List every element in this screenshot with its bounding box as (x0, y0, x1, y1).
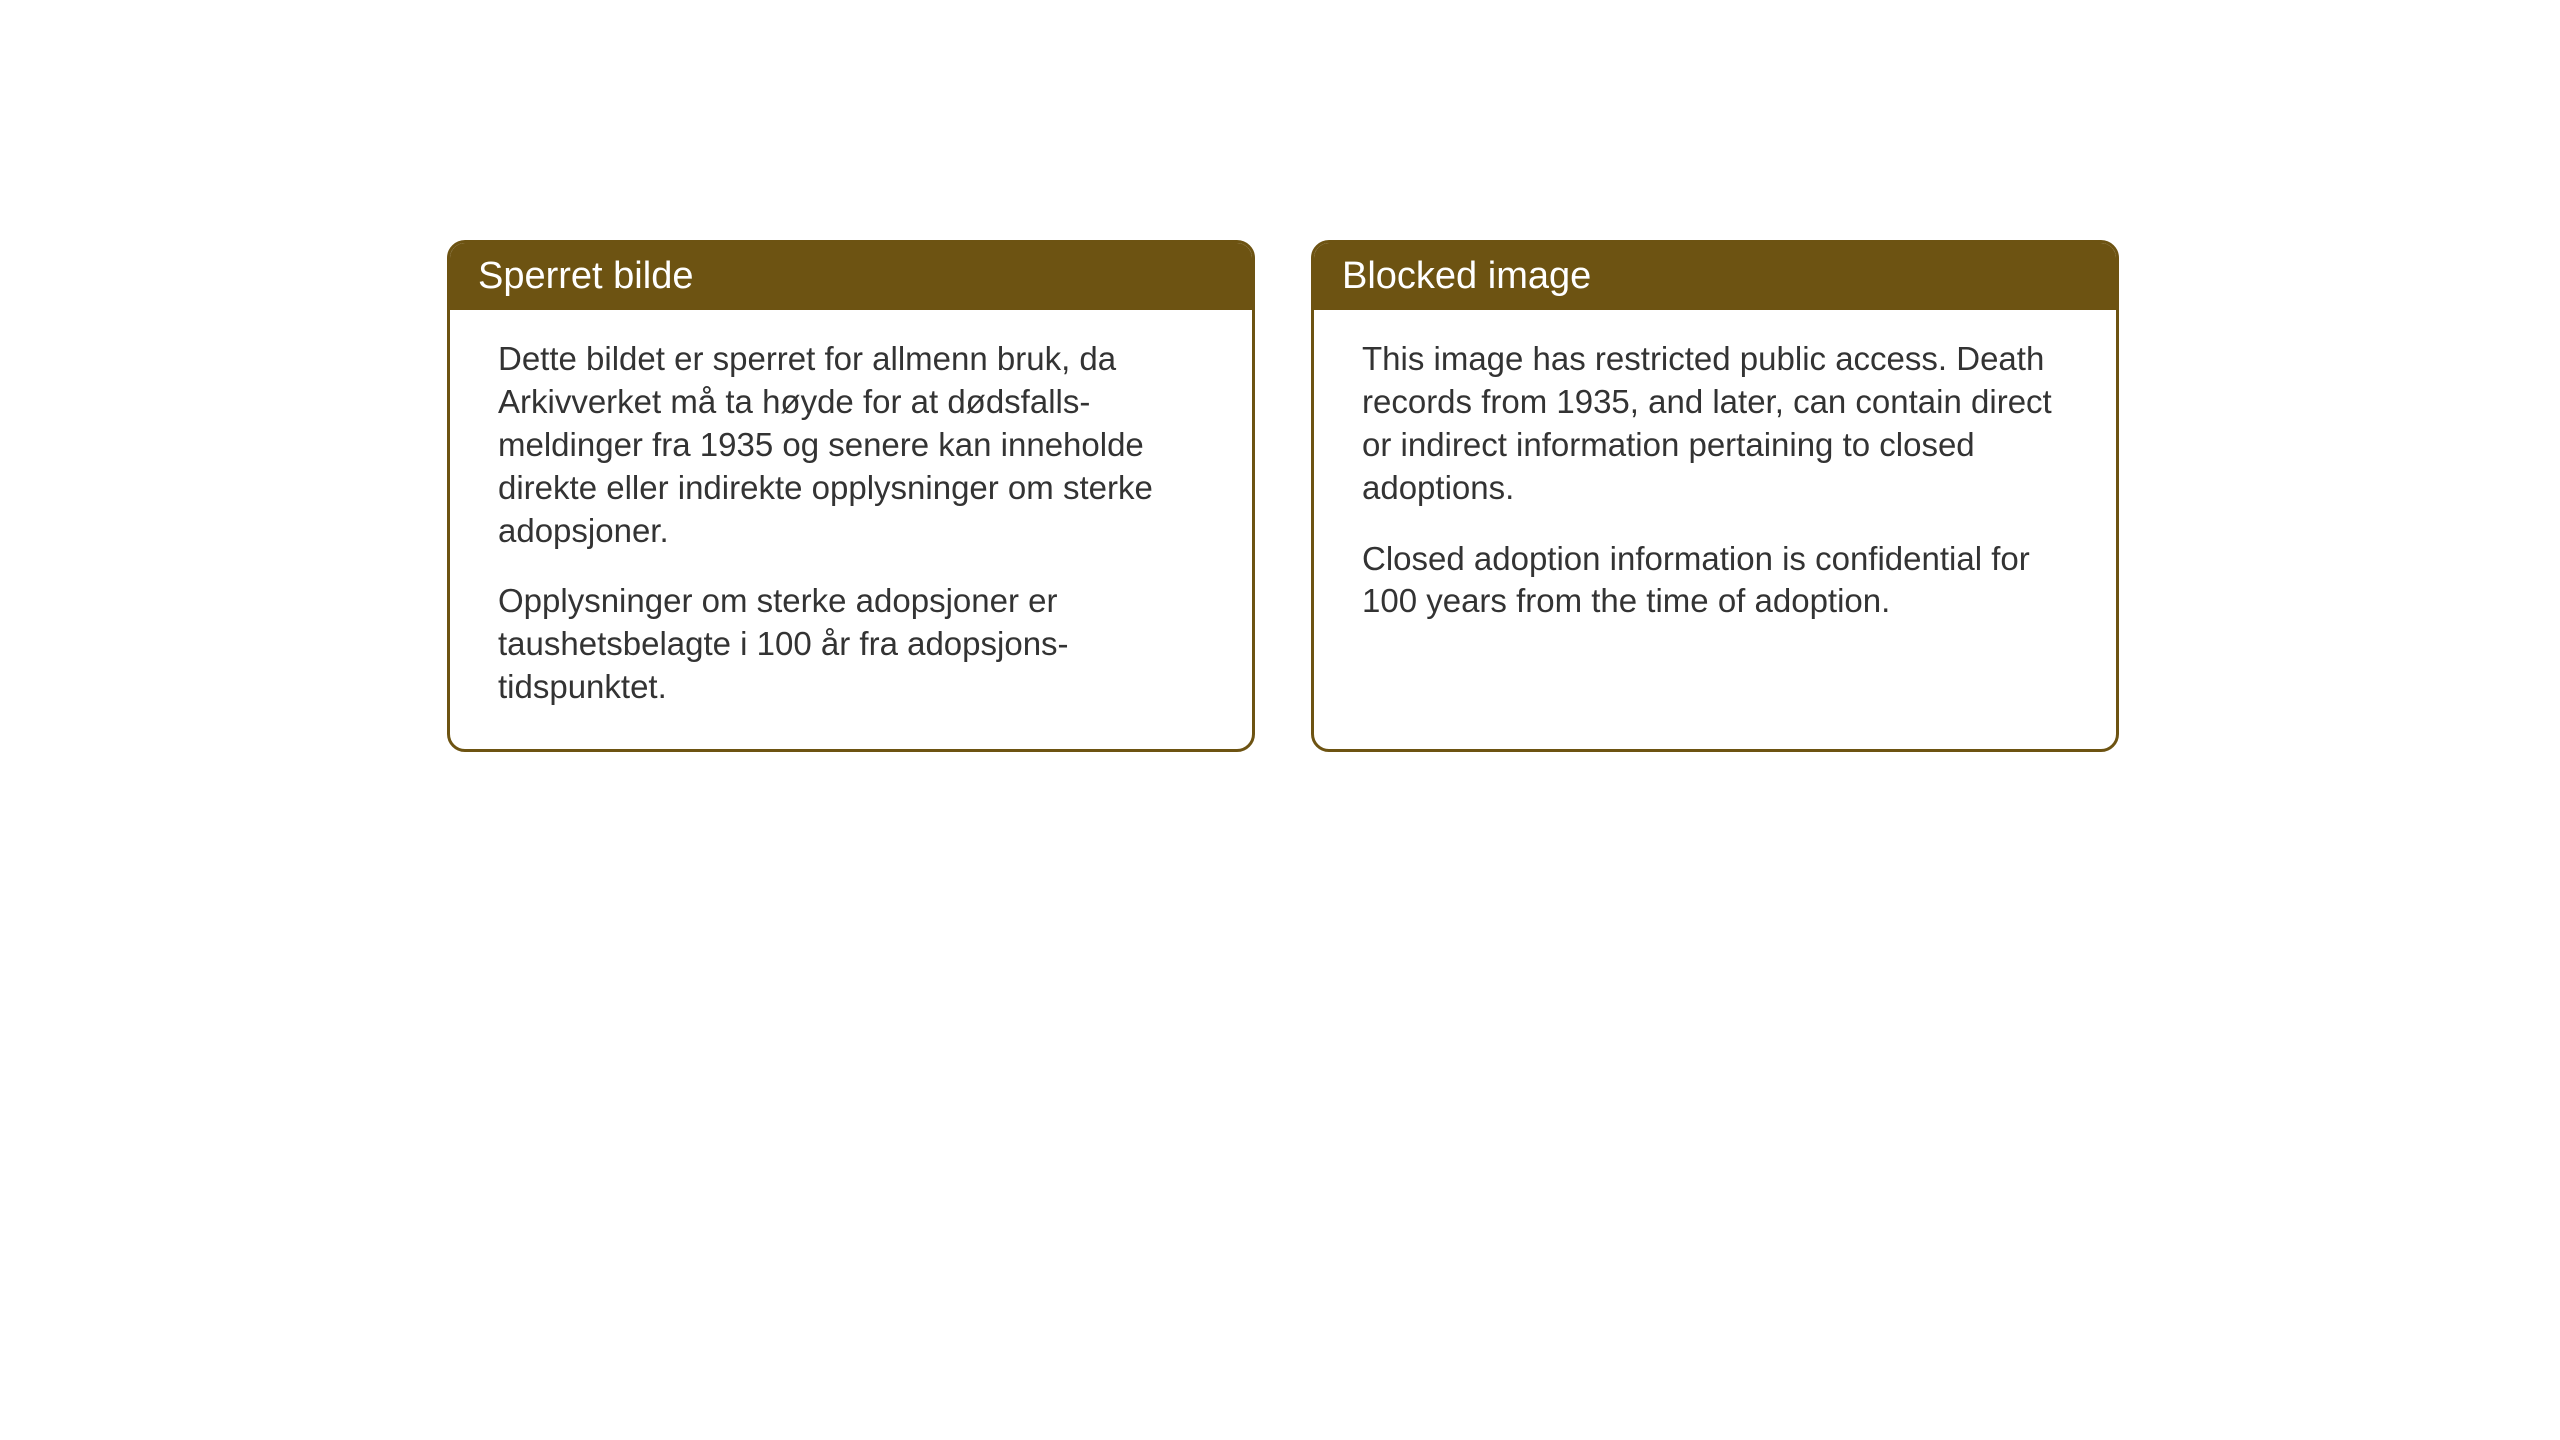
norwegian-card-body: Dette bildet er sperret for allmenn bruk… (450, 310, 1252, 749)
english-card-body: This image has restricted public access.… (1314, 310, 2116, 663)
english-card-title: Blocked image (1314, 243, 2116, 310)
norwegian-notice-card: Sperret bilde Dette bildet er sperret fo… (447, 240, 1255, 752)
norwegian-card-title: Sperret bilde (450, 243, 1252, 310)
english-notice-card: Blocked image This image has restricted … (1311, 240, 2119, 752)
english-paragraph-2: Closed adoption information is confident… (1362, 538, 2068, 624)
norwegian-paragraph-2: Opplysninger om sterke adopsjoner er tau… (498, 580, 1204, 709)
notice-container: Sperret bilde Dette bildet er sperret fo… (447, 240, 2119, 752)
english-paragraph-1: This image has restricted public access.… (1362, 338, 2068, 510)
norwegian-paragraph-1: Dette bildet er sperret for allmenn bruk… (498, 338, 1204, 552)
